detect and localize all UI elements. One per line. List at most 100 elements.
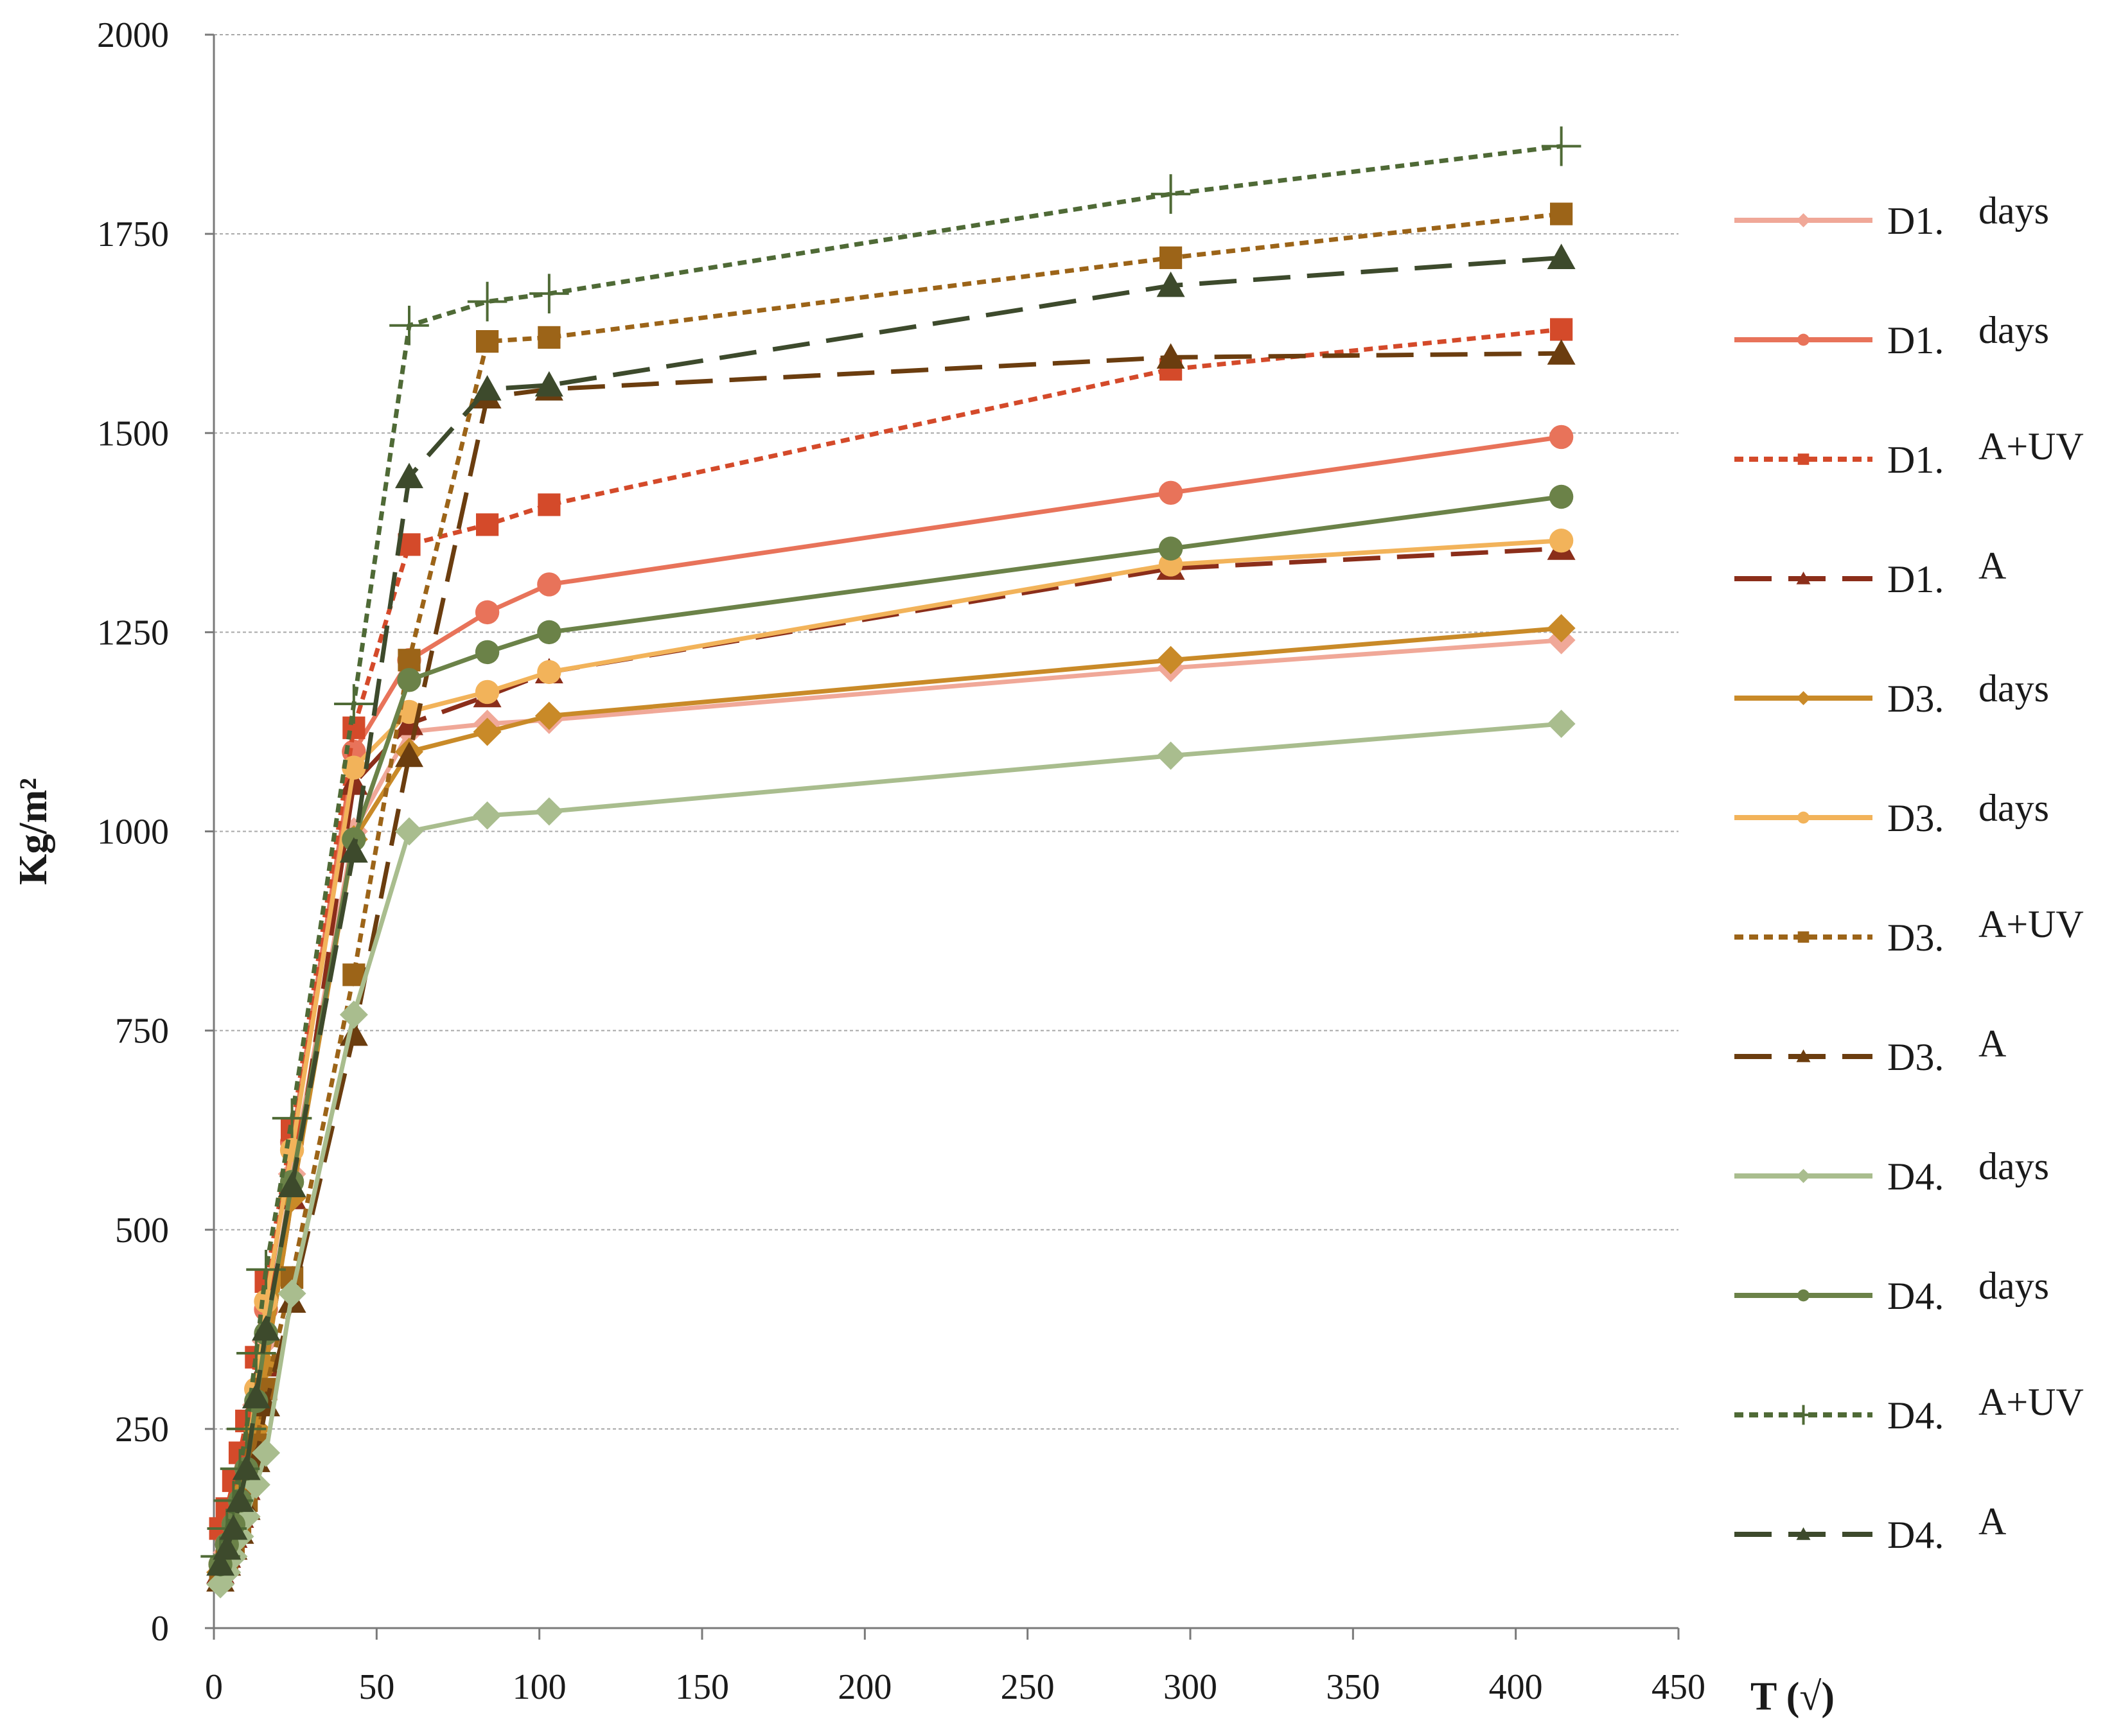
legend-marker — [1797, 453, 1810, 465]
data-point — [1158, 480, 1183, 505]
data-point — [1541, 126, 1581, 166]
data-point — [534, 371, 563, 397]
data-point — [1150, 174, 1191, 214]
data-point — [1159, 246, 1183, 269]
x-tick-label: 350 — [1326, 1667, 1380, 1707]
data-point — [475, 679, 500, 705]
legend-label: D1. — [1887, 200, 1944, 242]
data-point — [1156, 741, 1185, 770]
data-point — [1549, 529, 1574, 553]
data-point — [252, 1439, 281, 1468]
x-tick-label: 300 — [1163, 1667, 1217, 1707]
legend-marker — [1797, 1289, 1810, 1302]
series-line — [218, 546, 1562, 1574]
data-point — [537, 572, 561, 597]
data-point — [213, 1534, 242, 1560]
legend-label: D3. — [1887, 797, 1944, 839]
data-point — [1550, 318, 1573, 341]
legend-marker — [1796, 691, 1811, 705]
x-tick-label: 150 — [675, 1667, 729, 1707]
legend-item-7: D3. A+UV — [1734, 903, 2084, 959]
data-point — [334, 684, 374, 724]
legend-label-suffix: A — [1978, 1022, 2006, 1065]
data-point — [225, 1486, 254, 1512]
data-point — [467, 281, 507, 322]
data-point — [476, 513, 499, 536]
y-tick-label: 2000 — [97, 15, 169, 55]
data-point — [529, 274, 569, 313]
legend-item-9: D4. days — [1734, 1145, 2049, 1198]
legend-label: D4. — [1887, 1514, 1944, 1556]
axes — [205, 33, 1680, 1640]
gridlines — [214, 34, 1678, 1430]
legend-item-2: D1. days — [1734, 309, 2049, 362]
y-tick-label: 1750 — [97, 215, 169, 254]
data-point — [538, 493, 561, 516]
legend-label-suffix: A — [1978, 545, 2006, 587]
tick-labels: 0 250 500 750 1000 1250 1500 1750 2000 0 50 100 150 2… — [97, 15, 1705, 1707]
y-tick-label: 1000 — [97, 812, 169, 852]
y-tick-label: 500 — [115, 1211, 169, 1250]
series-12 — [206, 243, 1576, 1576]
legend-item-11: D4. A+UV — [1734, 1381, 2084, 1437]
data-point — [1156, 645, 1185, 674]
data-point — [473, 717, 502, 746]
legend-label: D1. — [1887, 439, 1944, 481]
data-point — [398, 649, 421, 672]
legend-label: D1. — [1887, 558, 1944, 601]
data-point — [206, 1550, 235, 1576]
legend-label-suffix: days — [1978, 787, 2049, 829]
legend-label-suffix: days — [1978, 667, 2049, 710]
data-point — [395, 462, 423, 489]
data-point — [1549, 484, 1574, 509]
data-point — [397, 668, 421, 692]
y-tick-label: 0 — [151, 1609, 169, 1649]
data-point — [538, 326, 561, 349]
legend-marker — [1797, 811, 1810, 824]
data-point — [1549, 425, 1574, 450]
legend-marker — [1793, 1405, 1813, 1425]
legend-label-suffix: A — [1978, 1500, 2006, 1543]
data-point — [1156, 343, 1185, 369]
x-tick-label: 200 — [838, 1667, 892, 1707]
legend-marker — [1796, 1169, 1811, 1183]
data-point — [1547, 339, 1576, 365]
series-2 — [208, 425, 1574, 1577]
data-point — [476, 329, 499, 353]
legend-label-suffix: days — [1978, 1265, 2049, 1307]
data-point — [537, 620, 561, 645]
series-9 — [206, 710, 1576, 1599]
series-11 — [200, 126, 1581, 1577]
data-point — [537, 660, 561, 685]
data-point — [1158, 536, 1183, 561]
data-point — [219, 1514, 248, 1540]
series-line — [218, 255, 1562, 1566]
data-point — [475, 600, 500, 625]
legend-label: D4. — [1887, 1155, 1944, 1198]
legend-item-1: D1. days — [1734, 189, 2049, 242]
x-tick-label: 250 — [1001, 1667, 1055, 1707]
data-point — [246, 1249, 286, 1290]
y-tick-label: 750 — [115, 1012, 169, 1051]
legend-label: D3. — [1887, 1036, 1944, 1078]
series-7 — [209, 202, 1573, 1588]
series-8 — [206, 339, 1576, 1592]
data-point — [277, 1279, 306, 1308]
data-point — [1547, 710, 1576, 739]
data-point — [475, 640, 500, 665]
legend-label: D3. — [1887, 916, 1944, 959]
data-point — [277, 1171, 306, 1198]
legend-marker — [1797, 931, 1810, 943]
data-point — [389, 305, 429, 346]
data-point — [342, 755, 366, 780]
series-line — [218, 144, 1562, 1557]
legend-item-4: D1. A — [1734, 545, 2006, 601]
x-tick-label: 450 — [1651, 1667, 1705, 1707]
series-1 — [206, 626, 1576, 1587]
series-line — [218, 538, 1562, 1565]
legend-marker — [1797, 333, 1810, 346]
legend-label: D3. — [1887, 678, 1944, 720]
y-axis-title: Kg/m² — [12, 778, 55, 885]
y-tick-label: 1500 — [97, 414, 169, 453]
